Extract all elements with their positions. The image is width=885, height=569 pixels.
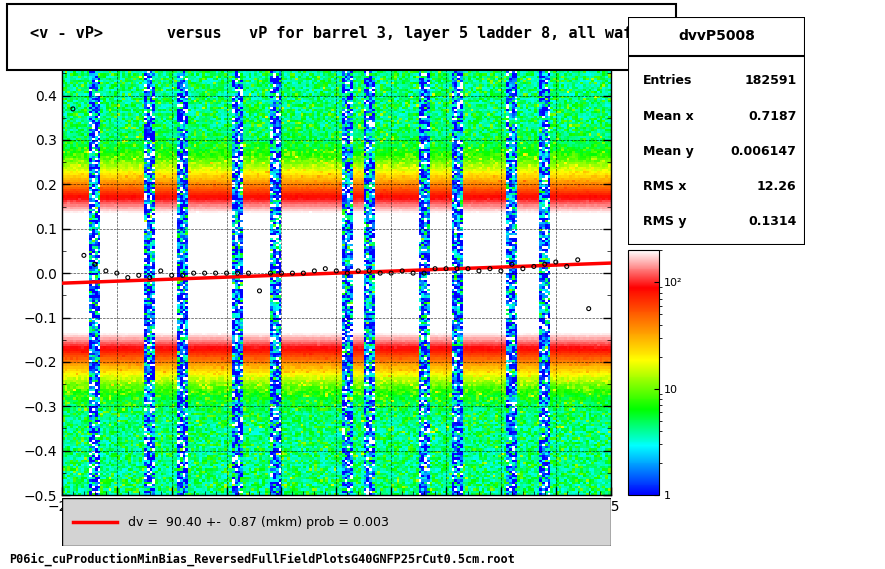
Point [142, 273, 157, 282]
Point [219, 269, 234, 278]
Point [439, 264, 453, 273]
Point [132, 271, 146, 280]
Point [274, 269, 289, 278]
Point [428, 264, 442, 273]
Point [504, 259, 519, 269]
Point [252, 286, 266, 295]
Point [494, 266, 508, 275]
Point [110, 269, 124, 278]
Point [417, 269, 431, 278]
Point [187, 269, 201, 278]
Point [461, 264, 475, 273]
Point [538, 259, 552, 269]
Point [264, 269, 278, 278]
Point [120, 273, 135, 282]
Point [559, 262, 573, 271]
Point [483, 264, 497, 273]
Point [209, 269, 223, 278]
Point [296, 269, 311, 278]
Point [77, 251, 91, 260]
Text: Mean x: Mean x [643, 110, 693, 122]
Text: dv =  90.40 +-  0.87 (mkm) prob = 0.003: dv = 90.40 +- 0.87 (mkm) prob = 0.003 [127, 516, 389, 529]
Text: P06ic_cuProductionMinBias_ReversedFullFieldPlotsG40GNFP25rCut0.5cm.root: P06ic_cuProductionMinBias_ReversedFullFi… [9, 552, 515, 566]
Point [65, 104, 80, 113]
Text: 0.006147: 0.006147 [731, 145, 796, 158]
Point [373, 269, 388, 278]
Point [88, 259, 102, 269]
Text: 12.26: 12.26 [757, 180, 796, 193]
Point [406, 269, 420, 278]
Text: Entries: Entries [643, 75, 692, 87]
Bar [628, 17, 805, 56]
Point [450, 264, 464, 273]
Text: RMS y: RMS y [643, 216, 686, 228]
Point [351, 266, 366, 275]
Point [340, 269, 354, 278]
Text: 0.1314: 0.1314 [748, 216, 796, 228]
Text: RMS x: RMS x [643, 180, 686, 193]
Point [362, 266, 376, 275]
Point [230, 269, 244, 278]
Point [571, 255, 585, 265]
Point [319, 264, 333, 273]
Point [197, 269, 212, 278]
Point [329, 266, 343, 275]
Point [527, 262, 541, 271]
Point [307, 266, 321, 275]
Point [99, 266, 113, 275]
Text: Mean y: Mean y [643, 145, 693, 158]
Point [242, 269, 256, 278]
Point [472, 266, 486, 275]
Point [154, 266, 168, 275]
Text: <v - vP>       versus   vP for barrel 3, layer 5 ladder 8, all wafers: <v - vP> versus vP for barrel 3, layer 5… [30, 26, 660, 41]
Point [549, 257, 563, 266]
Point [516, 264, 530, 273]
Point [581, 304, 596, 313]
Text: dvvP5008: dvvP5008 [679, 30, 755, 43]
Text: 0.7187: 0.7187 [748, 110, 796, 122]
Text: 182591: 182591 [744, 75, 796, 87]
Point [384, 269, 398, 278]
Point [165, 271, 179, 280]
Point [395, 266, 409, 275]
Point [175, 271, 189, 280]
Point [285, 269, 299, 278]
